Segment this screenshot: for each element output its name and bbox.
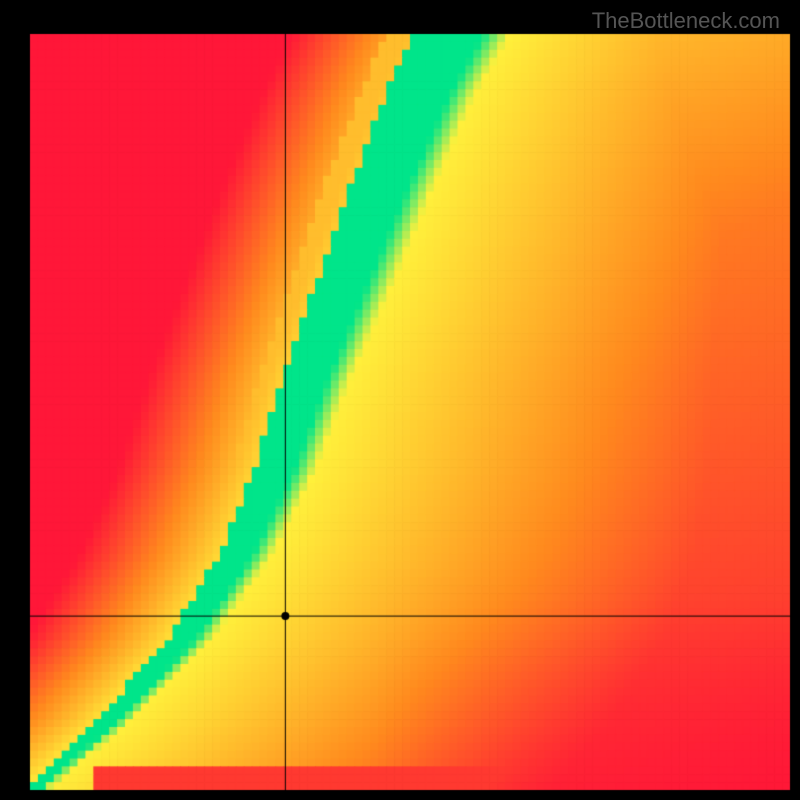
watermark-text: TheBottleneck.com bbox=[592, 8, 780, 34]
heatmap-canvas bbox=[0, 0, 800, 800]
chart-container: TheBottleneck.com bbox=[0, 0, 800, 800]
